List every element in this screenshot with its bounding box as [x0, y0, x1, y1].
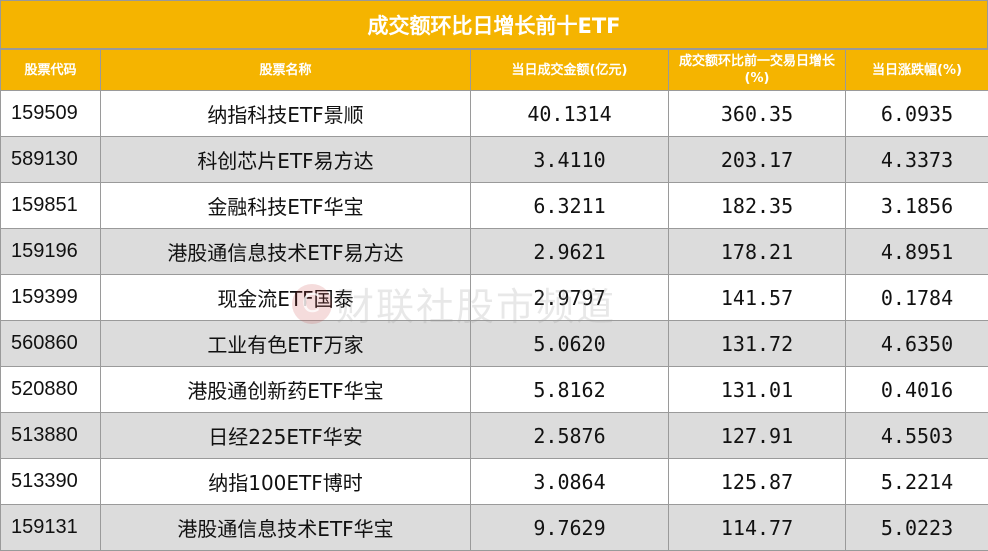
- cell-code: 159196: [1, 229, 101, 275]
- cell-name: 日经225ETF华安: [101, 413, 471, 459]
- cell-turnover: 3.4110: [471, 137, 669, 183]
- cell-code: 159399: [1, 275, 101, 321]
- cell-name: 科创芯片ETF易方达: [101, 137, 471, 183]
- cell-growth: 141.57: [669, 275, 846, 321]
- cell-turnover: 9.7629: [471, 505, 669, 551]
- cell-change: 4.5503: [846, 413, 988, 459]
- cell-change: 4.6350: [846, 321, 988, 367]
- cell-change: 0.4016: [846, 367, 988, 413]
- cell-code: 589130: [1, 137, 101, 183]
- cell-growth: 131.01: [669, 367, 846, 413]
- cell-change: 4.8951: [846, 229, 988, 275]
- cell-growth: 182.35: [669, 183, 846, 229]
- cell-name: 工业有色ETF万家: [101, 321, 471, 367]
- cell-turnover: 2.9621: [471, 229, 669, 275]
- etf-table: 股票代码 股票名称 当日成交金额(亿元) 成交额环比前一交易日增长(%) 当日涨…: [0, 49, 988, 551]
- cell-turnover: 40.1314: [471, 91, 669, 137]
- cell-code: 159131: [1, 505, 101, 551]
- cell-turnover: 6.3211: [471, 183, 669, 229]
- cell-code: 513880: [1, 413, 101, 459]
- header-row: 股票代码 股票名称 当日成交金额(亿元) 成交额环比前一交易日增长(%) 当日涨…: [1, 50, 988, 91]
- table-title: 成交额环比日增长前十ETF: [0, 0, 988, 49]
- header-code: 股票代码: [1, 50, 101, 91]
- cell-name: 纳指科技ETF景顺: [101, 91, 471, 137]
- cell-code: 513390: [1, 459, 101, 505]
- cell-growth: 360.35: [669, 91, 846, 137]
- cell-change: 0.1784: [846, 275, 988, 321]
- cell-code: 560860: [1, 321, 101, 367]
- cell-name: 港股通创新药ETF华宝: [101, 367, 471, 413]
- cell-turnover: 2.5876: [471, 413, 669, 459]
- cell-code: 520880: [1, 367, 101, 413]
- cell-name: 港股通信息技术ETF易方达: [101, 229, 471, 275]
- cell-name: 现金流ETF国泰: [101, 275, 471, 321]
- cell-growth: 178.21: [669, 229, 846, 275]
- cell-growth: 131.72: [669, 321, 846, 367]
- cell-turnover: 2.9797: [471, 275, 669, 321]
- cell-turnover: 5.0620: [471, 321, 669, 367]
- header-change: 当日涨跌幅(%): [846, 50, 988, 91]
- cell-growth: 203.17: [669, 137, 846, 183]
- cell-change: 4.3373: [846, 137, 988, 183]
- cell-code: 159851: [1, 183, 101, 229]
- cell-name: 港股通信息技术ETF华宝: [101, 505, 471, 551]
- cell-turnover: 5.8162: [471, 367, 669, 413]
- header-turnover: 当日成交金额(亿元): [471, 50, 669, 91]
- cell-growth: 114.77: [669, 505, 846, 551]
- cell-change: 6.0935: [846, 91, 988, 137]
- cell-name: 纳指100ETF博时: [101, 459, 471, 505]
- cell-change: 5.2214: [846, 459, 988, 505]
- header-growth: 成交额环比前一交易日增长(%): [669, 50, 846, 91]
- cell-turnover: 3.0864: [471, 459, 669, 505]
- header-name: 股票名称: [101, 50, 471, 91]
- cell-code: 159509: [1, 91, 101, 137]
- cell-change: 5.0223: [846, 505, 988, 551]
- cell-growth: 127.91: [669, 413, 846, 459]
- cell-change: 3.1856: [846, 183, 988, 229]
- cell-name: 金融科技ETF华宝: [101, 183, 471, 229]
- cell-growth: 125.87: [669, 459, 846, 505]
